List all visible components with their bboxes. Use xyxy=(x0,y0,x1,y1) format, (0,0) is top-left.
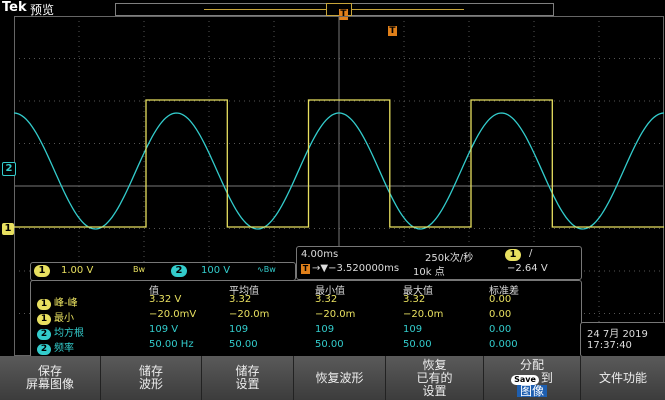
measurement-name: 最小 xyxy=(54,313,74,324)
measurement-channel-badge: 2 xyxy=(37,329,51,340)
measurement-value: 50.00 xyxy=(315,339,344,350)
measurement-row: 2 均方根 109 V 109 109 109 0.00 xyxy=(31,324,581,340)
measurement-value: 3.32 xyxy=(315,294,338,305)
file-utilities-label: 文件功能 xyxy=(598,370,647,385)
trigger-marker-icon[interactable]: T xyxy=(388,26,397,36)
measurement-value: 109 xyxy=(403,324,423,335)
ch1-square-waveform xyxy=(14,99,664,228)
col-header-max: 最大值 xyxy=(403,286,433,297)
measurement-value: −20.0m xyxy=(403,309,444,320)
ch2-badge: 2 xyxy=(171,265,187,277)
save-screen-image-button[interactable]: 保存 屏幕图像 xyxy=(0,356,101,400)
ch2-scale: 100 V xyxy=(201,265,231,276)
ch1-bw-icon: Bw xyxy=(133,265,146,274)
save-setup-button[interactable]: 储存 设置 xyxy=(202,356,294,400)
assign-to-label: 到 xyxy=(540,371,553,385)
col-header-min: 最小值 xyxy=(315,286,345,297)
measurement-label: 2 均方根 xyxy=(37,324,84,340)
measurement-row: 1 最小 −20.0mV −20.0m −20.0m −20.0m 0.00 xyxy=(31,309,581,325)
measurement-name: 频率 xyxy=(54,343,74,354)
measurement-channel-badge: 1 xyxy=(37,314,51,325)
save-screen-label-1: 保存 xyxy=(37,364,62,378)
ch1-scale: 1.00 V xyxy=(61,265,94,276)
measurement-header-row: 值 平均值 最小值 最大值 标准差 xyxy=(31,282,581,297)
measurement-value: 109 V xyxy=(149,324,179,335)
measurement-value: 109 xyxy=(315,324,335,335)
recall-setup-label-2: 已有的 xyxy=(416,370,453,385)
channel-scale-readout[interactable]: 1 1.00 V Bw 2 100 V ∿Bw xyxy=(30,262,296,281)
horizontal-delay: →▼−3.520000ms xyxy=(312,263,400,274)
recall-setup-label-3: 设置 xyxy=(422,383,447,398)
assign-target-image: 图像 xyxy=(516,385,547,397)
measurement-row: 1 峰-峰 3.32 V 3.32 3.32 3.32 0.00 xyxy=(31,294,581,310)
bottom-menu-bar: 保存 屏幕图像 储存 波形 储存 设置 恢复波形 恢复 已有的 设置 分配 Sa… xyxy=(0,356,665,400)
save-key-icon: Save xyxy=(511,375,539,385)
measurement-value: 0.00 xyxy=(489,309,512,320)
save-screen-label-2: 屏幕图像 xyxy=(25,377,74,391)
measurement-name: 峰-峰 xyxy=(54,298,78,309)
date-time-readout[interactable]: 24 7月 2019 17:37:40 xyxy=(580,322,665,357)
measurement-value: 109 xyxy=(229,324,249,335)
ch1-badge: 1 xyxy=(34,265,50,277)
delay-trigger-icon: T xyxy=(301,264,310,274)
ch2-sine-waveform xyxy=(14,112,664,230)
measurement-value: 3.32 xyxy=(229,294,252,305)
acquisition-mode: 预览 xyxy=(30,3,55,17)
save-waveform-label-1: 储存 xyxy=(138,364,163,378)
top-status-bar: Tek 预览 xyxy=(0,0,665,17)
recall-waveform-button[interactable]: 恢复波形 xyxy=(294,356,386,400)
trigger-source-badge: 1 xyxy=(505,249,521,261)
measurement-value: 50.00 xyxy=(229,339,258,350)
col-header-mean: 平均值 xyxy=(229,286,259,297)
measurement-value: −20.0m xyxy=(229,309,270,320)
trigger-level: −2.64 V xyxy=(507,263,548,274)
col-header-stddev: 标准差 xyxy=(489,286,519,297)
record-length: 10k 点 xyxy=(413,267,445,278)
trigger-slope-icon: / xyxy=(529,248,533,259)
ch2-ground-marker[interactable]: 2 xyxy=(2,162,16,176)
measurement-value: 3.32 V xyxy=(149,294,182,305)
measurement-label: 2 频率 xyxy=(37,339,74,355)
sample-rate: 250k次/秒 xyxy=(425,253,474,264)
measurement-value: 0.00 xyxy=(489,324,512,335)
measurement-channel-badge: 1 xyxy=(37,299,51,310)
measurement-channel-badge: 2 xyxy=(37,344,51,355)
save-setup-label-2: 设置 xyxy=(235,377,260,391)
measurement-value: 3.32 xyxy=(403,294,426,305)
measurement-label: 1 峰-峰 xyxy=(37,294,78,310)
save-setup-label-1: 储存 xyxy=(235,364,260,378)
assign-save-button[interactable]: 分配 Save 到 图像 xyxy=(484,356,581,400)
measurement-value: 50.00 xyxy=(403,339,432,350)
ch2-bw-icon: ∿Bw xyxy=(257,265,276,274)
measurement-value: 0.00 xyxy=(489,294,512,305)
ch1-ground-marker[interactable]: 1 xyxy=(2,223,14,235)
measurement-row: 2 频率 50.00 Hz 50.00 50.00 50.00 0.000 xyxy=(31,339,581,355)
measurement-value: −20.0mV xyxy=(149,309,197,320)
measurement-label: 1 最小 xyxy=(37,309,74,325)
measurement-value: −20.0m xyxy=(315,309,356,320)
measurement-table[interactable]: 值 平均值 最小值 最大值 标准差 1 峰-峰 3.32 V 3.32 3.32 3.32… xyxy=(30,280,582,358)
measurement-value: 50.00 Hz xyxy=(149,339,194,350)
save-waveform-label-2: 波形 xyxy=(138,377,163,391)
recall-setup-label-1: 恢复 xyxy=(422,357,447,372)
assign-label: 分配 xyxy=(519,358,544,372)
file-utilities-button[interactable]: 文件功能 xyxy=(581,356,665,400)
brand-logo: Tek xyxy=(2,0,27,15)
save-waveform-button[interactable]: 储存 波形 xyxy=(101,356,202,400)
measurement-name: 均方根 xyxy=(54,328,84,339)
timebase-trigger-readout[interactable]: 4.00ms 250k次/秒 1 / T →▼−3.520000ms 10k 点… xyxy=(296,246,582,280)
recall-setup-button[interactable]: 恢复 已有的 设置 xyxy=(386,356,484,400)
record-overview-bar[interactable] xyxy=(115,3,554,16)
recall-waveform-label: 恢复波形 xyxy=(315,370,364,385)
time-text: 17:37:40 xyxy=(587,340,632,351)
date-text: 24 7月 2019 xyxy=(587,329,648,340)
measurement-value: 0.000 xyxy=(489,339,518,350)
time-per-div: 4.00ms xyxy=(301,249,339,260)
col-header-value: 值 xyxy=(149,286,159,297)
trigger-position-icon[interactable]: T xyxy=(339,9,348,20)
